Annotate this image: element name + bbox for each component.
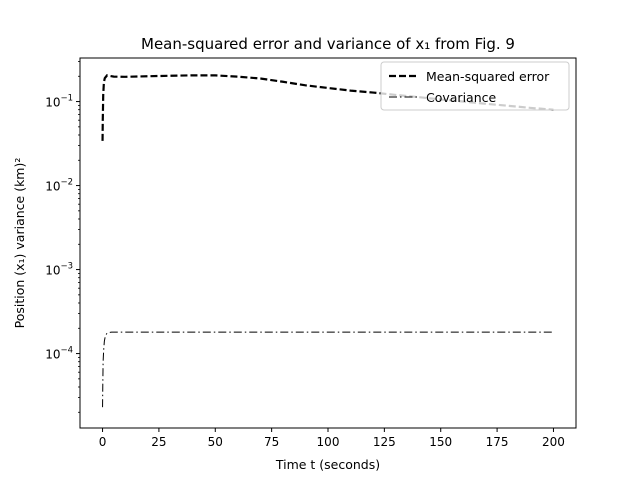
y-tick-label: 10−3	[45, 262, 73, 278]
x-tick-label: 200	[542, 435, 565, 449]
x-axis: 0 25 50 75 100 125 150 175 200	[99, 428, 565, 449]
y-tick-label: 10−2	[45, 178, 73, 194]
x-tick-label: 50	[208, 435, 223, 449]
axes-frame	[79, 57, 577, 429]
x-tick-label: 75	[264, 435, 279, 449]
x-axis-label: Time t (seconds)	[275, 457, 380, 472]
chart-title: Mean-squared error and variance of x₁ fr…	[141, 35, 515, 53]
x-tick-label: 25	[151, 435, 166, 449]
legend: Mean-squared error Covariance	[380, 61, 570, 111]
y-axis: 10−4 10−3 10−2 10−1	[45, 61, 80, 413]
x-tick-label: 150	[429, 435, 452, 449]
y-tick-label: 10−1	[45, 94, 73, 110]
series-line-covariance	[102, 331, 554, 408]
legend-label-covariance: Covariance	[426, 90, 497, 105]
x-tick-label: 125	[373, 435, 396, 449]
x-tick-label: 100	[317, 435, 340, 449]
x-tick-label: 175	[486, 435, 509, 449]
x-tick-label: 0	[99, 435, 107, 449]
legend-box	[380, 61, 570, 111]
y-axis-label: Position (x₁) variance (km)²	[12, 158, 27, 329]
y-tick-label: 10−4	[45, 346, 73, 362]
plot-area	[101, 74, 554, 408]
legend-label-mean-squared-error: Mean-squared error	[426, 69, 550, 84]
